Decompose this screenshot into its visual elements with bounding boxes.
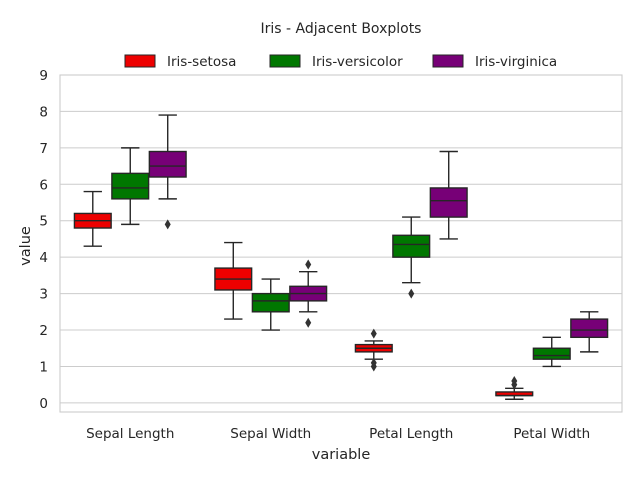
- box-Iris-virginica-2: [429, 150, 468, 240]
- x-tick-label-3: Petal Width: [513, 426, 590, 442]
- legend-label: Iris-virginica: [475, 54, 557, 70]
- box-body: [532, 347, 571, 360]
- box-body: [429, 187, 468, 218]
- y-tick-label-8: 8: [39, 104, 48, 120]
- box-body: [251, 292, 290, 313]
- box-Iris-setosa-2: [354, 328, 393, 372]
- box-Iris-virginica-0: [148, 114, 187, 230]
- y-tick-label-4: 4: [39, 250, 48, 266]
- box-body: [111, 172, 150, 200]
- box-body: [392, 234, 431, 258]
- x-tick-label-0: Sepal Length: [86, 426, 174, 442]
- box-Iris-versicolor-3: [532, 336, 571, 368]
- x-tick-label-2: Petal Length: [369, 426, 453, 442]
- x-axis-ticks: Sepal Length Sepal Width Petal Length Petal…: [86, 426, 590, 442]
- box-Iris-setosa-0: [73, 190, 112, 247]
- box-Iris-versicolor-1: [251, 278, 290, 331]
- box-Iris-versicolor-2: [392, 216, 431, 299]
- chart-title: Iris - Adjacent Boxplots: [261, 21, 422, 37]
- legend-swatch: [432, 54, 464, 68]
- box-body: [570, 318, 609, 339]
- y-tick-label-2: 2: [39, 323, 48, 339]
- x-tick-label-1: Sepal Width: [230, 426, 311, 442]
- box-Iris-versicolor-0: [111, 147, 150, 226]
- box-Iris-virginica-1: [289, 259, 328, 328]
- y-tick-label-5: 5: [39, 214, 48, 230]
- legend-label: Iris-versicolor: [312, 54, 403, 70]
- plot-frame: [59, 74, 623, 413]
- legend-item-1: Iris-versicolor: [269, 54, 403, 70]
- axes-spines: [59, 74, 623, 413]
- outlier-point-0: [408, 288, 415, 299]
- y-tick-label-1: 1: [39, 359, 48, 375]
- outlier-point-1: [305, 259, 312, 270]
- boxes-layer: [73, 114, 609, 400]
- box-body: [148, 150, 187, 178]
- outlier-point-1: [370, 357, 377, 368]
- y-axis-label: value: [18, 226, 34, 266]
- outlier-point-1: [511, 376, 518, 387]
- box-Iris-setosa-1: [214, 241, 253, 320]
- box-Iris-setosa-3: [495, 376, 534, 400]
- y-tick-label-0: 0: [39, 396, 48, 412]
- y-tick-label-6: 6: [39, 177, 48, 193]
- outlier-point-2: [370, 328, 377, 339]
- legend-item-2: Iris-virginica: [432, 54, 557, 70]
- outlier-point-0: [164, 219, 171, 230]
- legend-label: Iris-setosa: [167, 54, 236, 70]
- outlier-point-0: [305, 317, 312, 328]
- legend-item-0: Iris-setosa: [124, 54, 236, 70]
- box-Iris-virginica-3: [570, 311, 609, 353]
- y-axis-ticks: 0 1 2 3 4 5 6 7 8 9: [39, 68, 48, 412]
- legend-swatch: [124, 54, 156, 68]
- legend: Iris-setosa Iris-versicolor Iris-virginica: [124, 54, 557, 70]
- y-tick-label-3: 3: [39, 287, 48, 303]
- y-tick-label-9: 9: [39, 68, 48, 84]
- x-axis-label: variable: [312, 447, 371, 463]
- legend-swatch: [269, 54, 301, 68]
- y-tick-label-7: 7: [39, 141, 48, 157]
